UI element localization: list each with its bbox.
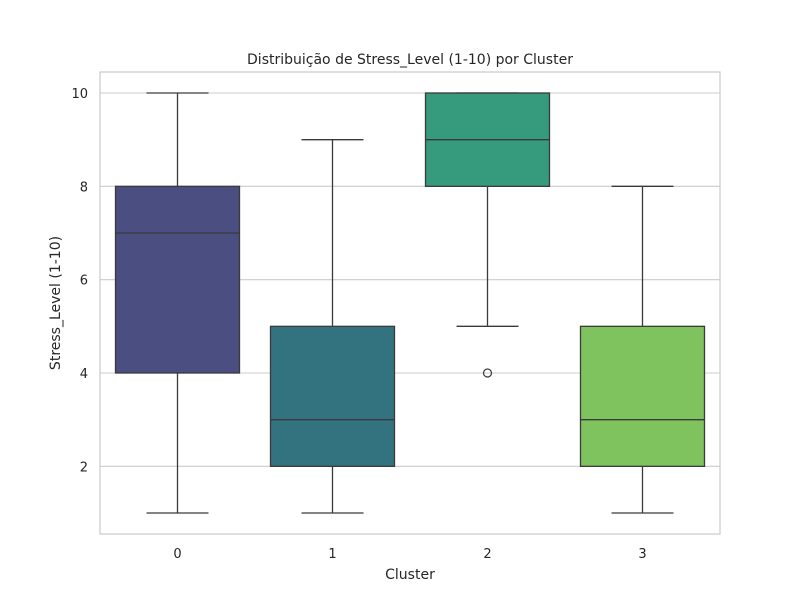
chart-title: Distribuição de Stress_Level (1-10) por … bbox=[247, 52, 573, 68]
x-tick-label: 0 bbox=[173, 547, 181, 562]
tick-layer: 2 4 6 8 10 0 1 2 3 bbox=[71, 87, 646, 562]
y-tick-label: 8 bbox=[80, 180, 88, 195]
x-tick-label: 3 bbox=[638, 547, 646, 562]
y-axis-label: Stress_Level (1-10) bbox=[48, 236, 64, 370]
x-tick-label: 1 bbox=[328, 547, 336, 562]
y-tick-label: 2 bbox=[80, 460, 88, 475]
y-tick-label: 4 bbox=[80, 367, 88, 382]
plot-frame bbox=[99, 71, 721, 535]
box-layer bbox=[114, 92, 706, 514]
x-axis-label: Cluster bbox=[385, 567, 435, 583]
box-group-cluster-2 bbox=[424, 92, 551, 378]
y-tick-label: 10 bbox=[71, 87, 88, 102]
iqr-box bbox=[114, 185, 241, 374]
box-group-cluster-3 bbox=[579, 185, 706, 514]
box-group-cluster-0 bbox=[114, 92, 241, 514]
iqr-box bbox=[269, 325, 396, 467]
iqr-box bbox=[579, 325, 706, 467]
y-tick-label: 6 bbox=[80, 274, 88, 289]
box-group-cluster-1 bbox=[269, 139, 396, 514]
x-tick-label: 2 bbox=[483, 547, 491, 562]
outlier-point bbox=[482, 368, 493, 378]
